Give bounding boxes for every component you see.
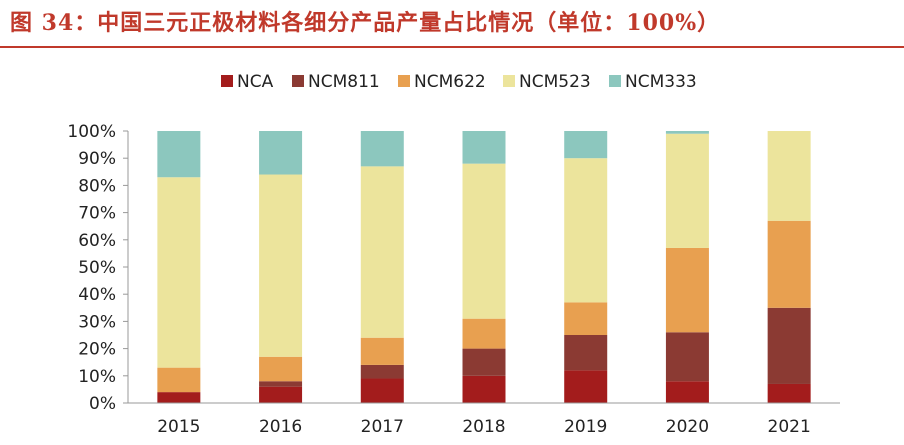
bar-segment-nca-2015: [157, 392, 201, 403]
legend-label-ncm622: NCM622: [414, 72, 486, 92]
bar-segment-ncm811-2017: [360, 364, 404, 379]
bar-segment-ncm333-2020: [665, 131, 709, 134]
y-tick-label: 40%: [78, 285, 116, 305]
legend-swatch-ncm811: [292, 75, 304, 87]
x-tick-label: 2018: [462, 417, 505, 437]
bar-segment-ncm811-2019: [564, 335, 608, 371]
legend-swatch-ncm622: [398, 75, 410, 87]
y-tick-label: 30%: [78, 312, 116, 332]
bar-segment-ncm333-2017: [360, 131, 404, 167]
bar-segment-ncm811-2018: [462, 348, 506, 376]
bar-segment-nca-2018: [462, 375, 506, 403]
bar-segment-ncm622-2016: [259, 356, 303, 382]
y-tick-label: 20%: [78, 340, 116, 360]
bar-segment-nca-2019: [564, 370, 608, 403]
legend-label-ncm333: NCM333: [625, 72, 697, 92]
legend-swatch-ncm523: [503, 75, 515, 87]
bar-segment-ncm622-2021: [767, 220, 811, 308]
bar-segment-ncm811-2020: [665, 332, 709, 382]
bar-segment-ncm622-2017: [360, 337, 404, 365]
bar-segment-ncm523-2019: [564, 158, 608, 303]
legend-label-nca: NCA: [237, 72, 274, 92]
bar-segment-ncm333-2019: [564, 131, 608, 159]
bar-segment-ncm523-2020: [665, 133, 709, 248]
bar-segment-ncm622-2019: [564, 302, 608, 335]
y-tick-label: 80%: [78, 176, 116, 196]
bar-segment-ncm333-2015: [157, 131, 201, 178]
y-tick-label: 90%: [78, 149, 116, 169]
bar-segment-ncm622-2018: [462, 318, 506, 349]
bar-segment-ncm523-2017: [360, 166, 404, 338]
y-tick-label: 100%: [67, 122, 116, 142]
bar-segment-ncm523-2018: [462, 163, 506, 319]
bar-segment-nca-2020: [665, 381, 709, 403]
x-tick-label: 2017: [361, 417, 404, 437]
x-tick-label: 2020: [666, 417, 709, 437]
legend-swatch-nca: [221, 75, 233, 87]
x-tick-label: 2015: [157, 417, 200, 437]
x-tick-label: 2016: [259, 417, 302, 437]
y-tick-label: 0%: [89, 394, 116, 414]
bar-segment-ncm333-2016: [259, 131, 303, 175]
y-tick-label: 50%: [78, 258, 116, 278]
y-tick-label: 10%: [78, 367, 116, 387]
bar-segment-ncm523-2016: [259, 174, 303, 357]
y-tick-label: 60%: [78, 231, 116, 251]
bar-segment-ncm811-2016: [259, 381, 303, 387]
bar-segment-ncm622-2020: [665, 247, 709, 333]
bar-segment-ncm622-2015: [157, 367, 201, 393]
chart-title: 图 34：中国三元正极材料各细分产品产量占比情况（单位：100%）: [10, 10, 721, 36]
bar-segment-nca-2016: [259, 386, 303, 403]
bar-segment-nca-2021: [767, 383, 811, 403]
title-divider: [0, 46, 904, 48]
bar-segment-ncm523-2021: [767, 131, 811, 221]
x-tick-label: 2021: [768, 417, 811, 437]
bar-segment-nca-2017: [360, 378, 404, 403]
y-tick-label: 70%: [78, 204, 116, 224]
x-tick-label: 2019: [564, 417, 607, 437]
legend-swatch-ncm333: [609, 75, 621, 87]
bar-segment-ncm333-2018: [462, 131, 506, 164]
bar-segment-ncm811-2021: [767, 307, 811, 384]
bar-segment-ncm523-2015: [157, 177, 201, 368]
legend-label-ncm811: NCM811: [308, 72, 380, 92]
legend-label-ncm523: NCM523: [519, 72, 591, 92]
